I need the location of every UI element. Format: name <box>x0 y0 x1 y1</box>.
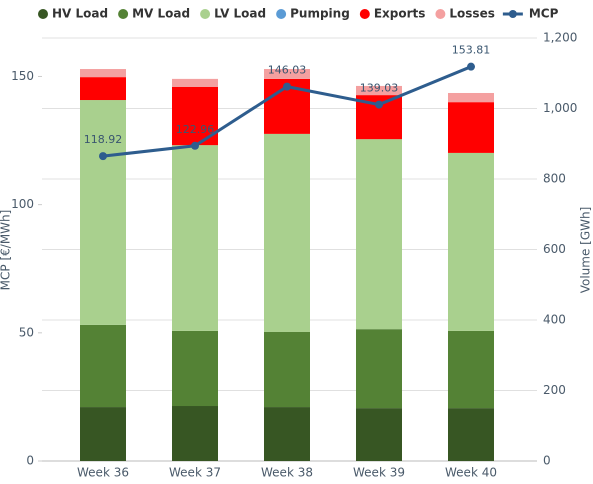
line-point <box>191 141 199 150</box>
line-point <box>375 100 383 109</box>
bar-segment <box>356 329 402 409</box>
bar-segment <box>80 69 126 78</box>
bar-segment <box>80 77 126 101</box>
bar-segment <box>264 69 310 79</box>
y-axis-label: MCP [€/MWh] <box>0 210 13 291</box>
bar-segment <box>448 408 494 461</box>
y2-tick-label: 1,200 <box>543 31 577 45</box>
legend-marker <box>276 9 287 19</box>
data-label: 139.03 <box>360 82 399 95</box>
bar-segment <box>448 92 494 103</box>
y-tick-label: 150 <box>11 69 34 83</box>
legend-marker <box>359 9 370 19</box>
bar-segment <box>264 407 310 461</box>
bar-segment <box>172 78 218 87</box>
x-tick-label: Week 37 <box>169 466 221 480</box>
y-tick-label: 50 <box>19 325 34 339</box>
legend-marker <box>435 9 446 19</box>
bar-segment <box>356 139 402 330</box>
y2-tick-label: 800 <box>543 172 566 186</box>
y2-tick-label: 600 <box>543 242 566 256</box>
bar-segment <box>264 331 310 408</box>
x-tick-label: Week 36 <box>77 466 129 480</box>
legend-label: Pumping <box>290 7 350 21</box>
bar-segment <box>80 324 126 408</box>
bar-segment <box>80 100 126 325</box>
bar-segment <box>172 330 218 407</box>
y-tick-label: 0 <box>26 454 34 468</box>
legend-marker <box>200 9 211 19</box>
y2-tick-label: 0 <box>543 454 551 468</box>
legend-marker <box>118 9 129 19</box>
bar-segment <box>80 407 126 461</box>
bar-segment <box>172 406 218 461</box>
bar-segment <box>264 133 310 332</box>
line-point <box>283 82 291 91</box>
data-label: 153.81 <box>452 44 491 57</box>
legend-label: MCP <box>529 7 559 21</box>
y2-tick-label: 400 <box>543 313 566 327</box>
legend-marker <box>38 9 48 19</box>
data-label: 122.96 <box>176 123 215 136</box>
bar-segment <box>172 145 218 331</box>
bar-segment <box>356 408 402 461</box>
x-tick-label: Week 39 <box>353 466 405 480</box>
bar-segment <box>448 152 494 331</box>
x-tick-label: Week 38 <box>261 466 313 480</box>
x-tick-label: Week 40 <box>445 466 497 480</box>
legend-label: Exports <box>374 7 426 21</box>
line-point <box>467 62 475 71</box>
bar-segment <box>448 330 494 409</box>
y2-tick-label: 200 <box>543 383 566 397</box>
y2-axis-label: Volume [GWh] <box>579 207 593 294</box>
legend-label: Losses <box>449 7 494 21</box>
bar-segment <box>448 102 494 153</box>
line-point <box>99 152 107 161</box>
bar-segment <box>356 85 402 96</box>
data-label: 118.92 <box>84 133 123 146</box>
legend-label: HV Load <box>52 7 108 21</box>
y2-tick-label: 1,000 <box>543 101 577 115</box>
legend-label: MV Load <box>132 7 190 21</box>
legend-marker <box>508 10 517 18</box>
data-label: 146.03 <box>268 64 307 77</box>
y-tick-label: 100 <box>11 197 34 211</box>
legend-label: LV Load <box>214 7 266 21</box>
